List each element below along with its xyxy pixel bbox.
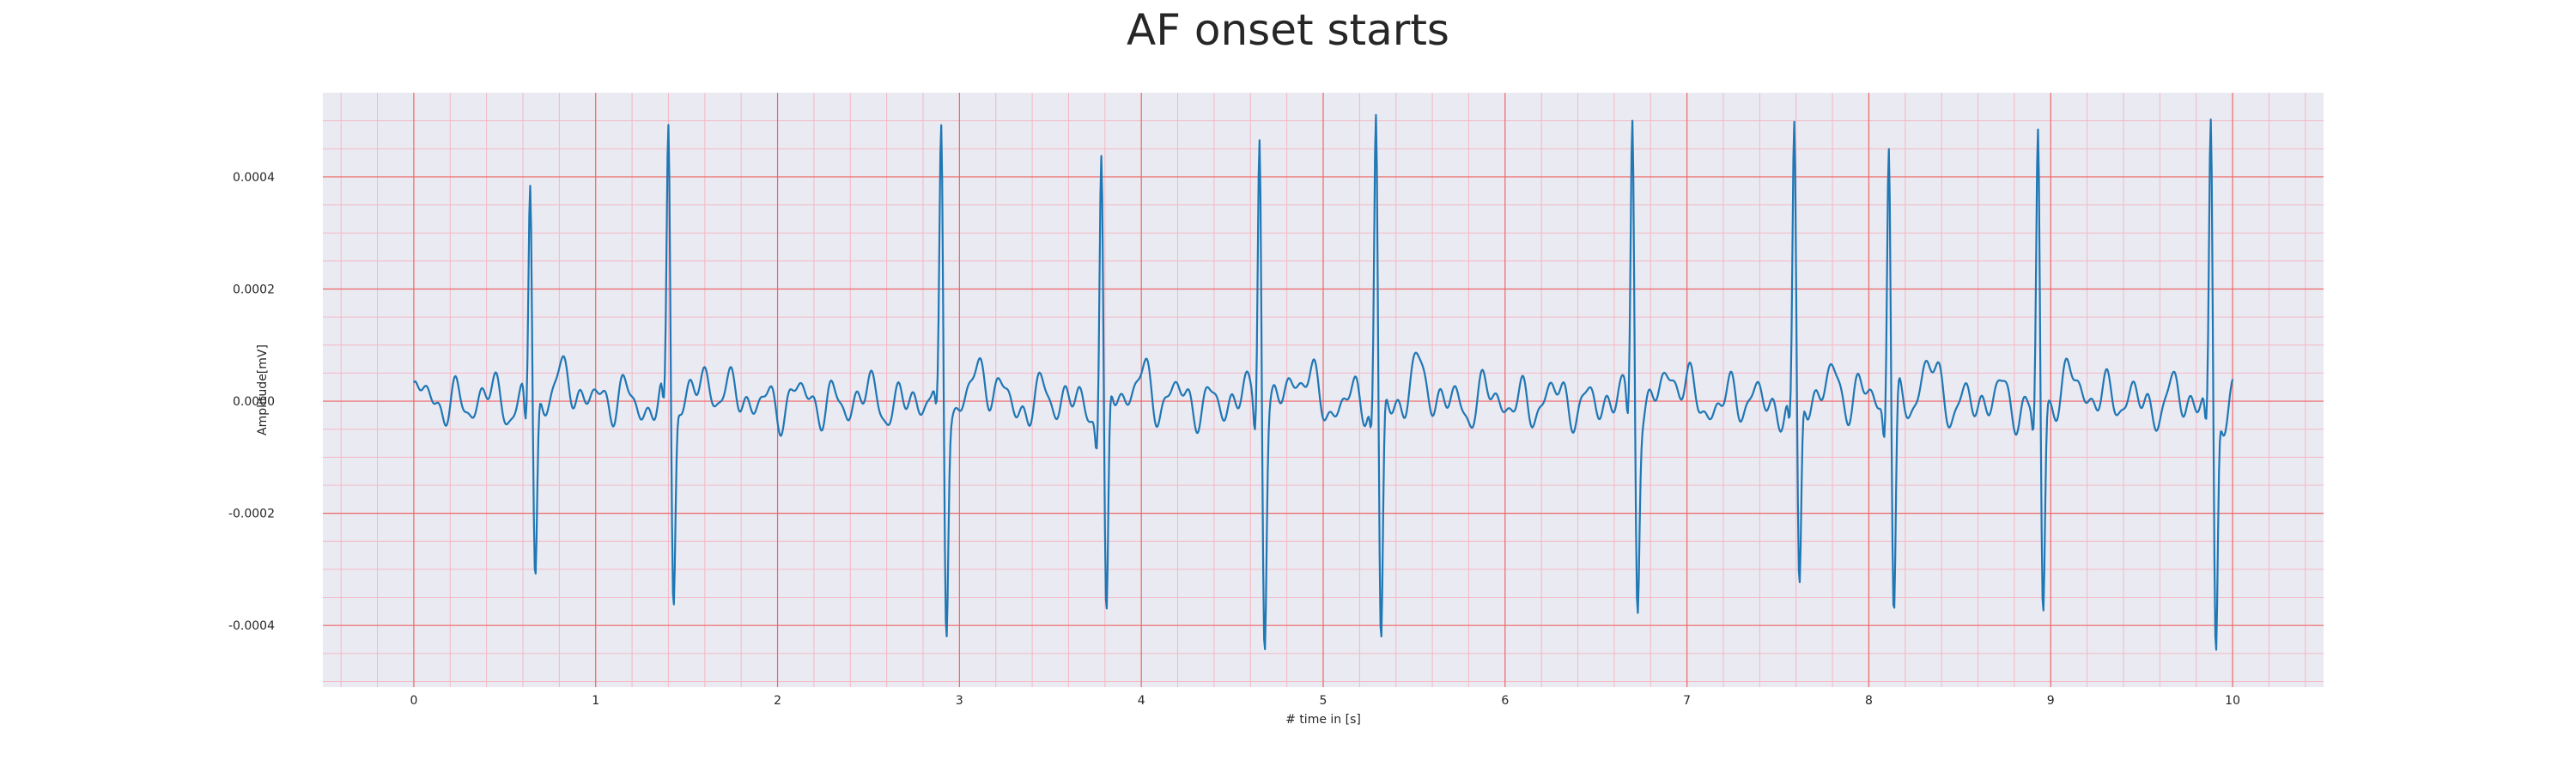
x-tick-label: 2 <box>774 694 781 708</box>
x-tick-label: 1 <box>592 694 599 708</box>
y-axis-label: Amplitude[mV] <box>256 344 270 435</box>
x-tick-label: 4 <box>1138 694 1145 708</box>
y-tick-label: 0.0000 <box>233 395 275 409</box>
x-tick-label: 9 <box>2047 694 2055 708</box>
ecg-signal-line <box>413 113 2234 651</box>
x-tick-label: 0 <box>410 694 417 708</box>
y-tick-label: 0.0004 <box>233 171 275 185</box>
x-tick-label: 5 <box>1320 694 1327 708</box>
chart-title: AF onset starts <box>1127 5 1449 55</box>
x-tick-labels: 0 1 2 3 4 5 6 7 8 9 10 <box>410 694 2240 708</box>
y-tick-label: -0.0002 <box>228 508 275 521</box>
y-tick-label: 0.0002 <box>233 283 275 296</box>
x-axis-label: # time in [s] <box>1285 713 1361 727</box>
y-tick-label: -0.0004 <box>228 619 275 633</box>
x-tick-label: 10 <box>2225 694 2240 708</box>
x-tick-label: 7 <box>1683 694 1691 708</box>
x-tick-label: 8 <box>1865 694 1873 708</box>
y-tick-labels: -0.0004 -0.0002 0.0000 0.0002 0.0004 <box>228 171 275 633</box>
x-tick-label: 3 <box>956 694 963 708</box>
x-tick-label: 6 <box>1501 694 1509 708</box>
